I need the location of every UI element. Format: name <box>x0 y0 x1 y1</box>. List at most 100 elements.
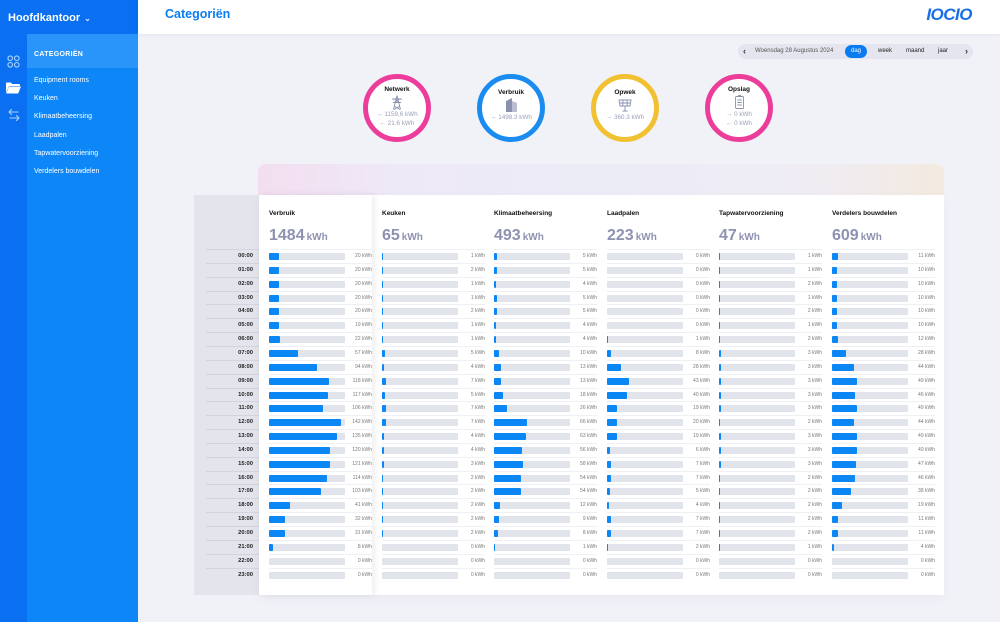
hour-row[interactable]: 3 kWh <box>719 456 822 471</box>
hour-row[interactable]: 11 kWh <box>832 249 935 263</box>
sidebar-item-equipment-rooms[interactable]: Equipment rooms <box>34 77 89 84</box>
hour-row[interactable]: 0 kWh <box>719 567 822 582</box>
hour-row[interactable]: 2 kWh <box>719 276 822 291</box>
hour-row[interactable]: 49 kWh <box>832 442 935 457</box>
hour-row[interactable]: 28 kWh <box>607 359 710 374</box>
hour-row[interactable]: 1 kWh <box>382 318 485 332</box>
hour-row[interactable]: 0 kWh <box>382 539 485 554</box>
hour-row[interactable]: 12 kWh <box>494 498 597 512</box>
hour-row[interactable]: 0 kWh <box>382 567 485 582</box>
hour-row[interactable]: 1 kWh <box>719 249 822 263</box>
hour-row[interactable]: 49 kWh <box>832 401 935 415</box>
hour-row[interactable]: 46 kWh <box>832 470 935 485</box>
hour-row[interactable]: 49 kWh <box>832 373 935 388</box>
hour-row[interactable]: 2 kWh <box>719 484 822 498</box>
hour-row[interactable]: 57 kWh <box>269 345 372 360</box>
hour-row[interactable]: 0 kWh <box>494 567 597 582</box>
period-tab-dag[interactable]: dag <box>845 45 868 58</box>
hour-row[interactable]: 7 kWh <box>607 470 710 485</box>
hour-row[interactable]: 2 kWh <box>382 470 485 485</box>
hour-row[interactable]: 10 kWh <box>832 262 935 277</box>
hour-row[interactable]: 0 kWh <box>607 276 710 291</box>
hour-row[interactable]: 12 kWh <box>832 332 935 346</box>
hour-row[interactable]: 44 kWh <box>832 359 935 374</box>
chevron-right-icon[interactable]: › <box>965 46 968 56</box>
sidebar-item-tapwatervoorziening[interactable]: Tapwatervoorziening <box>34 149 99 157</box>
hour-row[interactable]: 4 kWh <box>382 442 485 457</box>
hour-row[interactable]: 13 kWh <box>494 373 597 388</box>
hour-row[interactable]: 2 kWh <box>719 470 822 485</box>
hour-row[interactable]: 54 kWh <box>494 470 597 485</box>
hour-row[interactable]: 142 kWh <box>269 415 372 429</box>
hour-row[interactable]: 114 kWh <box>269 470 372 485</box>
period-tab-maand[interactable]: maand <box>906 48 925 54</box>
hour-row[interactable]: 38 kWh <box>832 484 935 498</box>
hour-row[interactable]: 3 kWh <box>382 456 485 471</box>
hour-row[interactable]: 135 kWh <box>269 429 372 443</box>
hour-row[interactable]: 0 kWh <box>607 304 710 318</box>
hour-row[interactable]: 4 kWh <box>607 498 710 512</box>
hour-row[interactable]: 2 kWh <box>607 539 710 554</box>
hour-row[interactable]: 40 kWh <box>607 387 710 402</box>
hour-row[interactable]: 4 kWh <box>382 359 485 374</box>
transfer-arrows-icon[interactable] <box>4 106 23 124</box>
hour-row[interactable]: 18 kWh <box>494 387 597 402</box>
hour-row[interactable]: 43 kWh <box>607 373 710 388</box>
hour-row[interactable]: 106 kWh <box>269 401 372 415</box>
hour-row[interactable]: 121 kWh <box>269 456 372 471</box>
hour-row[interactable]: 0 kWh <box>832 567 935 582</box>
hour-row[interactable]: 0 kWh <box>607 567 710 582</box>
hour-row[interactable]: 3 kWh <box>719 387 822 402</box>
hour-row[interactable]: 1 kWh <box>607 332 710 346</box>
hour-row[interactable]: 1 kWh <box>719 262 822 277</box>
hour-row[interactable]: 0 kWh <box>607 290 710 305</box>
hour-row[interactable]: 0 kWh <box>269 567 372 582</box>
hour-row[interactable]: 0 kWh <box>832 553 935 568</box>
hour-row[interactable]: 10 kWh <box>832 276 935 291</box>
sidebar-item-laadpalen[interactable]: Laadpalen <box>34 131 67 139</box>
hour-row[interactable]: 3 kWh <box>719 401 822 415</box>
hour-row[interactable]: 0 kWh <box>607 553 710 568</box>
hour-row[interactable]: 2 kWh <box>382 262 485 277</box>
hour-row[interactable]: 7 kWh <box>607 526 710 540</box>
hour-row[interactable]: 20 kWh <box>269 262 372 277</box>
hour-row[interactable]: 1 kWh <box>719 539 822 554</box>
hour-row[interactable]: 2 kWh <box>719 415 822 429</box>
hour-row[interactable]: 1 kWh <box>382 249 485 263</box>
hour-row[interactable]: 2 kWh <box>719 512 822 526</box>
hour-row[interactable]: 120 kWh <box>269 442 372 457</box>
hour-row[interactable]: 66 kWh <box>494 415 597 429</box>
hour-row[interactable]: 2 kWh <box>382 498 485 512</box>
hour-row[interactable]: 10 kWh <box>832 304 935 318</box>
hour-row[interactable]: 4 kWh <box>832 539 935 554</box>
hour-row[interactable]: 13 kWh <box>494 359 597 374</box>
hour-row[interactable]: 2 kWh <box>719 526 822 540</box>
hour-row[interactable]: 8 kWh <box>269 539 372 554</box>
hour-row[interactable]: 7 kWh <box>382 401 485 415</box>
hour-row[interactable]: 3 kWh <box>719 373 822 388</box>
hour-row[interactable]: 19 kWh <box>269 318 372 332</box>
hour-row[interactable]: 4 kWh <box>494 318 597 332</box>
hour-row[interactable]: 5 kWh <box>494 304 597 318</box>
hour-row[interactable]: 32 kWh <box>269 512 372 526</box>
hour-row[interactable]: 31 kWh <box>269 526 372 540</box>
hour-row[interactable]: 10 kWh <box>832 290 935 305</box>
hour-row[interactable]: 4 kWh <box>382 429 485 443</box>
hour-row[interactable]: 49 kWh <box>832 429 935 443</box>
hour-row[interactable]: 19 kWh <box>607 429 710 443</box>
hour-row[interactable]: 117 kWh <box>269 387 372 402</box>
hour-row[interactable]: 63 kWh <box>494 429 597 443</box>
organization-selector[interactable]: Hoofdkantoor ⌄ <box>0 0 138 34</box>
hour-row[interactable]: 1 kWh <box>382 276 485 291</box>
hour-row[interactable]: 5 kWh <box>607 484 710 498</box>
hour-row[interactable]: 0 kWh <box>607 262 710 277</box>
hour-row[interactable]: 44 kWh <box>832 415 935 429</box>
hour-row[interactable]: 56 kWh <box>494 442 597 457</box>
hour-row[interactable]: 0 kWh <box>719 553 822 568</box>
hour-row[interactable]: 10 kWh <box>494 345 597 360</box>
hour-row[interactable]: 7 kWh <box>382 415 485 429</box>
hour-row[interactable]: 7 kWh <box>382 373 485 388</box>
hour-row[interactable]: 19 kWh <box>832 498 935 512</box>
hour-row[interactable]: 11 kWh <box>832 526 935 540</box>
hour-row[interactable]: 26 kWh <box>494 401 597 415</box>
